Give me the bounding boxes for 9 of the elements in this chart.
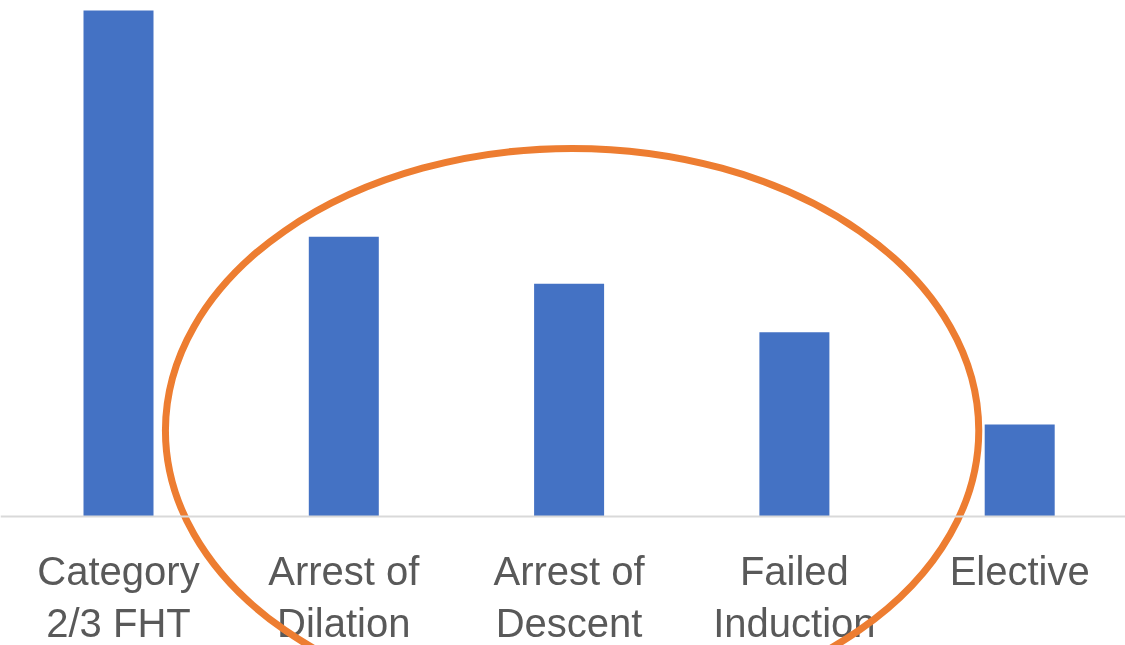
- bar: [759, 332, 830, 517]
- bar: [534, 283, 605, 517]
- x-tick-label: Category 2/3 FHT: [37, 548, 200, 645]
- bar: [984, 424, 1055, 517]
- bar: [83, 10, 154, 517]
- x-tick-label: Arrest of Dilation: [268, 548, 421, 645]
- x-tick-label: Elective: [949, 548, 1090, 593]
- x-tick-label: Arrest of Descent: [493, 548, 646, 645]
- bar: [308, 236, 379, 517]
